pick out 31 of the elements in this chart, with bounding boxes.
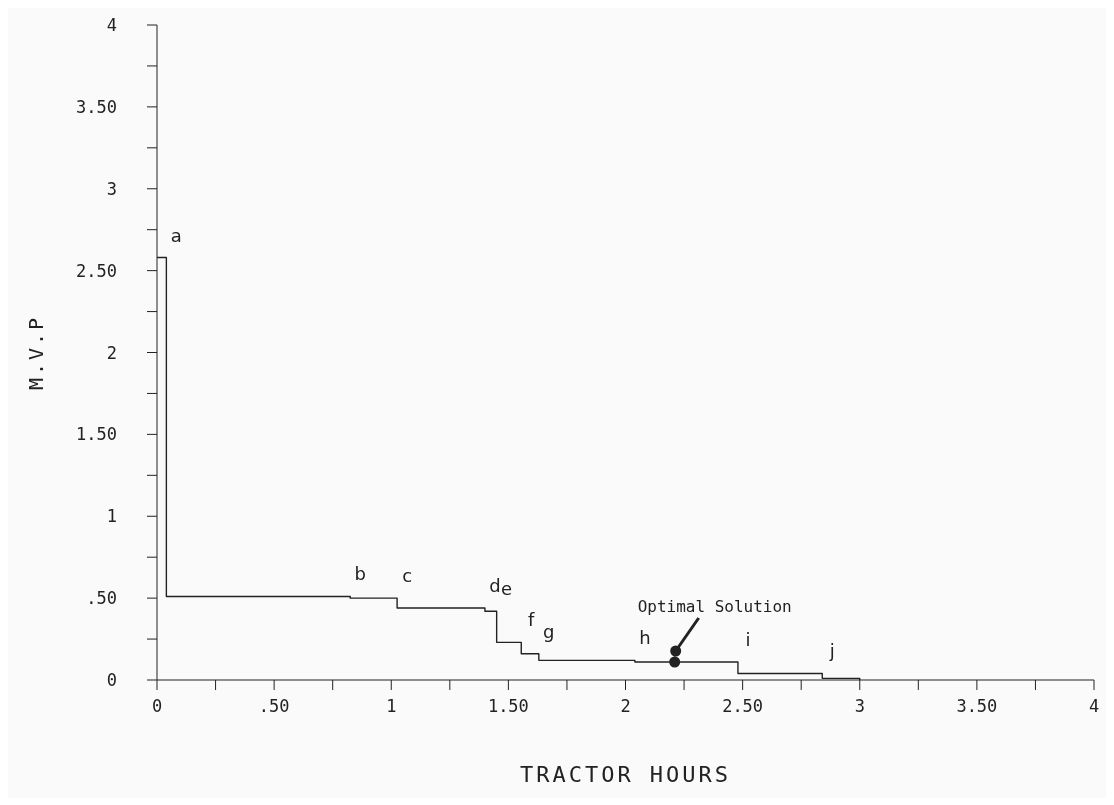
y-tick-label: 1 xyxy=(106,506,117,527)
x-tick-label: .50 xyxy=(258,696,290,717)
y-tick-label: .50 xyxy=(86,588,117,609)
x-tick-label: 0 xyxy=(151,696,163,717)
annotation: d xyxy=(489,574,501,596)
y-tick-label: 1.50 xyxy=(76,424,117,445)
x-axis-title: TRACTOR HOURS xyxy=(519,762,732,787)
y-tick-label: 0 xyxy=(106,670,117,691)
annotation: c xyxy=(402,565,413,587)
x-tick-label: 1.50 xyxy=(487,696,529,717)
y-tick-label: 3.50 xyxy=(76,96,117,117)
annotation: i xyxy=(745,628,751,650)
y-tick-label: 3 xyxy=(106,178,117,199)
x-tick-label: 2.50 xyxy=(722,696,764,717)
annotation: j xyxy=(828,640,835,662)
x-tick-label: 3 xyxy=(854,696,865,717)
x-tick-label: 4 xyxy=(1088,696,1100,717)
annotation: Optimal Solution xyxy=(637,596,792,616)
x-tick-label: 3.50 xyxy=(956,696,998,717)
y-tick-label: 2.50 xyxy=(76,260,117,281)
y-tick-label: 4 xyxy=(106,15,117,36)
x-tick-label: 2 xyxy=(620,696,631,717)
annotation: f xyxy=(528,609,536,631)
annotation: h xyxy=(639,627,651,649)
y-axis-title: M.V.P xyxy=(24,314,49,391)
annotation: b xyxy=(354,563,366,585)
annotation: e xyxy=(501,578,513,600)
y-tick-label: 2 xyxy=(106,342,117,363)
annotation: a xyxy=(170,224,182,246)
x-tick-label: 1 xyxy=(386,696,397,717)
annotation: g xyxy=(543,620,555,642)
